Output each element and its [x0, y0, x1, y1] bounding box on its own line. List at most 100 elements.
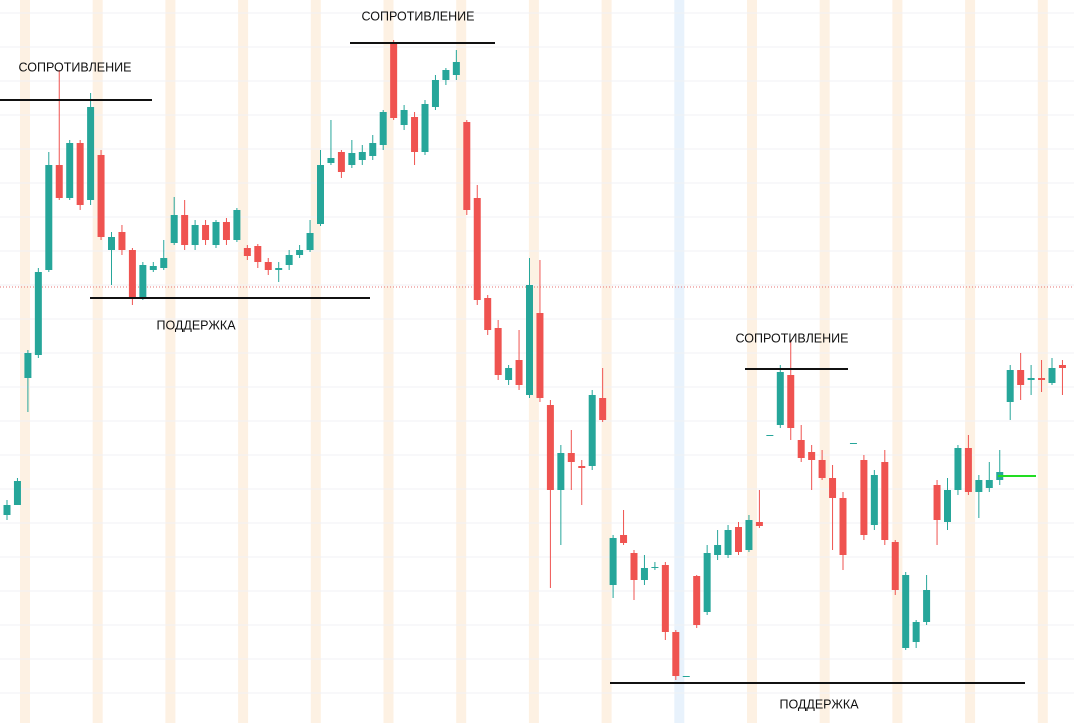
candle-body [776, 372, 784, 425]
candle-body [599, 398, 607, 420]
session-stripe [747, 0, 757, 723]
candle-body [640, 568, 648, 580]
candle-body [337, 152, 345, 172]
candle-body [808, 452, 816, 460]
candle-body [484, 298, 492, 330]
candle-body [55, 165, 63, 198]
candle-body [149, 266, 157, 270]
candle-body [1038, 378, 1046, 380]
candle-body [797, 440, 805, 458]
candle-body [735, 527, 742, 552]
candle-body [400, 110, 408, 125]
candle-body [1058, 365, 1066, 368]
candle-body [609, 538, 617, 585]
candle-body [526, 285, 533, 395]
session-stripe [674, 0, 685, 723]
candle-body [202, 225, 210, 240]
candle-body [13, 481, 21, 505]
candle-body [1006, 370, 1014, 402]
candle-body [306, 233, 314, 250]
candle-body [358, 152, 366, 160]
candle-body [557, 453, 565, 490]
candle-body [829, 478, 837, 498]
candle-body [327, 158, 335, 163]
candle-body [494, 328, 502, 375]
candle-body [243, 248, 251, 256]
candle-body [954, 448, 962, 490]
candle-body [703, 553, 711, 612]
session-stripe [92, 0, 103, 723]
level-label: СОПРОТИВЛЕНИЕ [19, 60, 132, 74]
candle-body [285, 255, 293, 265]
candle-body [567, 453, 575, 462]
candle-body [944, 490, 951, 522]
candle-body [463, 122, 471, 210]
candle-body [578, 466, 586, 468]
candle-body [118, 232, 126, 250]
candle-body [1027, 378, 1035, 380]
candle-body [787, 375, 795, 428]
plot-area: СОПРОТИВЛЕНИЕ СОПРОТИВЛЕНИЕ ПОДДЕРЖКА СОПРО… [0, 9, 1074, 711]
candle-body [818, 460, 826, 478]
candle-body [745, 520, 753, 550]
candle-body [902, 575, 910, 648]
session-stripe [456, 0, 467, 723]
candle-body [390, 43, 398, 118]
candle-body [212, 222, 220, 245]
candle-body [473, 198, 481, 300]
level-label: ПОДДЕРЖКА [156, 318, 236, 332]
session-stripe [892, 0, 903, 723]
candle-body [348, 153, 356, 165]
level-label: ПОДДЕРЖКА [779, 697, 859, 711]
candle-body [724, 530, 732, 555]
candle-body [505, 368, 513, 380]
candle-body [233, 210, 241, 240]
candle-body [860, 460, 868, 535]
candle-body [421, 104, 429, 152]
candle-body [66, 143, 74, 198]
candle-body [128, 250, 136, 298]
candle-body [1017, 370, 1025, 385]
candle-body [411, 117, 419, 152]
candle-body [870, 475, 878, 525]
candle-body [431, 80, 439, 107]
candle-body [693, 576, 701, 625]
candle-body [964, 448, 972, 492]
candle-body [3, 505, 11, 515]
candle-body [546, 405, 554, 490]
candle-body [452, 62, 460, 75]
candle-body [264, 262, 272, 270]
candle-body [442, 70, 450, 80]
candle-body [985, 480, 993, 488]
candle-body [515, 360, 523, 385]
candle-body [923, 590, 931, 622]
candle-body [108, 237, 115, 250]
candle-body [682, 676, 690, 677]
level-label: СОПРОТИВЛЕНИЕ [362, 9, 475, 23]
candle-body [849, 443, 857, 444]
candle-body [87, 107, 95, 200]
candle-body [766, 435, 774, 436]
session-stripe [383, 0, 394, 723]
candle-body [881, 462, 889, 540]
candle-body [181, 215, 189, 245]
candle-body [630, 553, 638, 580]
candle-body [933, 485, 941, 520]
candle-body [222, 222, 230, 240]
session-stripe [528, 0, 539, 723]
candle-body [714, 545, 722, 555]
candle-body [24, 353, 32, 378]
candle-body [651, 567, 659, 568]
candle-body [839, 498, 847, 555]
candle-body [275, 268, 283, 270]
candle-body [536, 313, 544, 398]
candle-body [139, 265, 147, 298]
session-stripe [601, 0, 612, 723]
candle-body [160, 258, 168, 268]
candle-body [45, 165, 53, 270]
candle-body [369, 143, 377, 156]
candle-body [191, 225, 199, 245]
candle-body [1048, 368, 1056, 383]
candle-body [296, 250, 304, 255]
candle-body [755, 522, 763, 526]
